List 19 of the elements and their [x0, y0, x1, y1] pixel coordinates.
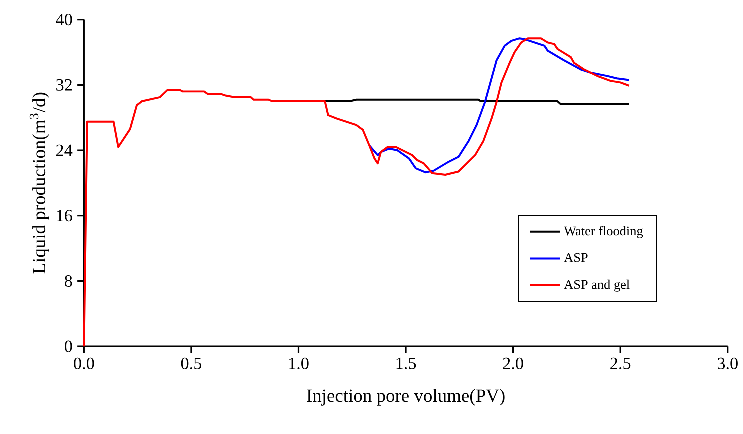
y-axis-title: Liquid production(m$^{3}$/d) [30, 93, 50, 274]
y-tick-label: 32 [56, 80, 72, 92]
legend-label: Water flooding [564, 226, 644, 239]
y-tick-label: 16 [57, 210, 72, 222]
legend-label: ASP [564, 253, 588, 262]
x-tick-label: 0.0 [74, 358, 94, 370]
x-axis-title: Injection pore volume(PV) [307, 389, 505, 406]
line-series [368, 38, 630, 174]
x-tick-label: 1.5 [396, 358, 416, 370]
x-tick-label: 2.5 [610, 358, 631, 370]
x-tick-label: 2.0 [503, 358, 524, 370]
y-tick-label: 8 [64, 276, 72, 288]
x-tick-label: 3.0 [718, 358, 738, 370]
y-tick-label: 24 [56, 144, 73, 156]
legend-label: ASP and gel [564, 280, 630, 292]
y-tick-label: 0 [64, 340, 72, 353]
x-tick-label: 1.0 [290, 358, 309, 370]
x-tick-label: 0.5 [181, 358, 202, 370]
y-tick-label: 40 [56, 14, 72, 26]
